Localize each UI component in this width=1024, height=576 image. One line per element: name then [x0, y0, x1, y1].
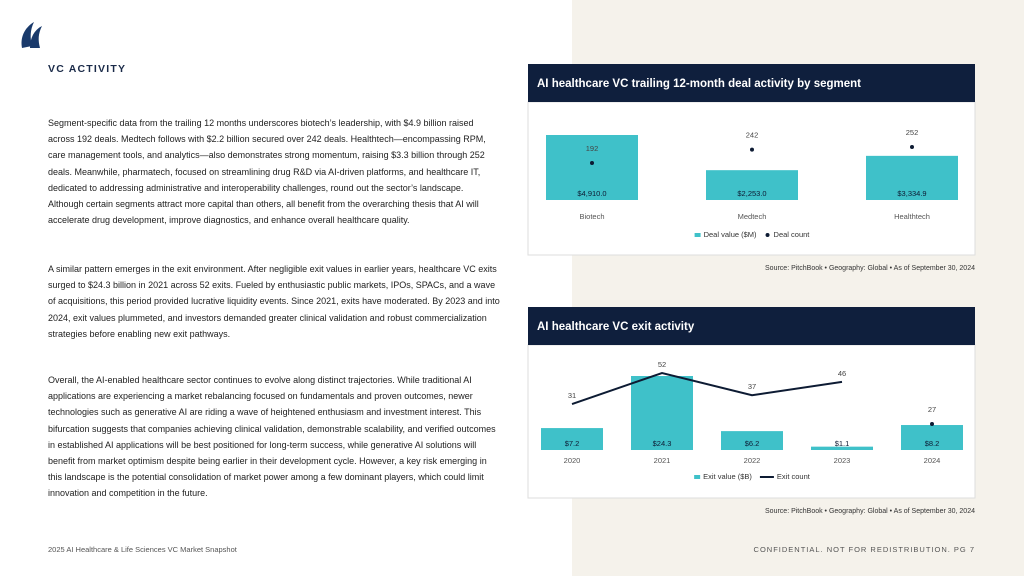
x-tick-label: 2020 — [564, 456, 581, 465]
value-label: $24.3 — [653, 439, 672, 448]
value-label: $1.1 — [835, 439, 850, 448]
count-label: 27 — [928, 405, 936, 414]
value-label: $6.2 — [745, 439, 760, 448]
chart-header — [528, 64, 975, 102]
marker — [590, 160, 594, 165]
bar — [706, 170, 798, 200]
legend-label: Deal count — [774, 230, 811, 239]
x-tick-label: 2021 — [654, 456, 671, 465]
marker — [750, 147, 754, 152]
count-label: 46 — [838, 369, 846, 378]
value-label: $2,253.0 — [737, 189, 766, 198]
legend-item: Exit value ($B) — [694, 472, 752, 481]
legend-item: Deal count — [765, 230, 811, 239]
x-tick-label: 2024 — [924, 456, 941, 465]
line — [571, 371, 843, 406]
x-tick-label: Medtech — [738, 212, 767, 221]
x-tick-label: 2023 — [834, 456, 851, 465]
logo — [21, 22, 42, 48]
chart-title: AI healthcare VC trailing 12-month deal … — [537, 78, 861, 90]
value-label: $4,910.0 — [577, 189, 606, 198]
footer-title: 2025 AI Healthcare & Life Sciences VC Ma… — [48, 545, 237, 554]
legend-label: Exit count — [777, 472, 811, 481]
chart-source: Source: PitchBook • Geography: Global • … — [765, 508, 975, 515]
legend-swatch — [694, 233, 701, 237]
marker — [910, 145, 914, 149]
bar — [631, 376, 693, 450]
legend-item: Deal value ($M) — [694, 230, 757, 239]
value-label: $7.2 — [565, 439, 580, 448]
bar — [866, 155, 958, 200]
legend-item: Exit count — [759, 472, 811, 481]
footer-note: CONFIDENTIAL. NOT FOR REDISTRIBUTION. PG… — [753, 545, 975, 554]
x-tick-label: 2022 — [744, 456, 761, 465]
legend-swatch — [694, 475, 701, 479]
legend-label: Exit value ($B) — [703, 472, 752, 481]
value-label: $3,334.9 — [897, 189, 926, 198]
chart-title: AI healthcare VC exit activity — [537, 321, 695, 333]
paragraph: Overall, the AI-enabled healthcare secto… — [48, 375, 496, 499]
bar — [811, 446, 873, 450]
marker — [930, 422, 934, 427]
paragraph: A similar pattern emerges in the exit en… — [48, 264, 500, 339]
legend-label: Deal value ($M) — [704, 230, 757, 239]
paragraph: Segment-specific data from the trailing … — [48, 118, 486, 226]
legend-swatch — [759, 476, 774, 478]
bar — [541, 428, 603, 450]
section-title: VC ACTIVITY — [48, 63, 127, 75]
count-label: 252 — [906, 128, 919, 137]
count-label: 31 — [568, 391, 576, 400]
legend-swatch — [765, 233, 770, 237]
chart-source: Source: PitchBook • Geography: Global • … — [765, 265, 975, 272]
count-label: 52 — [658, 360, 666, 369]
bar — [721, 431, 783, 450]
bar — [901, 425, 963, 450]
count-label: 192 — [586, 144, 599, 153]
x-tick-label: Healthtech — [894, 212, 930, 221]
chart-header — [528, 307, 975, 345]
count-label: 242 — [746, 131, 759, 140]
chart-box — [527, 344, 976, 499]
count-label: 37 — [748, 382, 756, 391]
x-tick-label: Biotech — [579, 212, 604, 221]
value-label: $8.2 — [925, 439, 940, 448]
bar — [546, 135, 638, 200]
